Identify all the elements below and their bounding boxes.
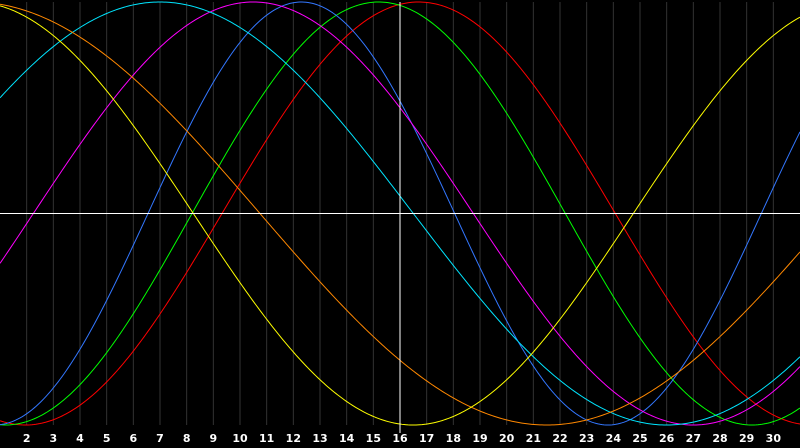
x-tick-label-3: 5 — [103, 432, 111, 445]
x-tick-label-9: 11 — [259, 432, 274, 445]
crosshair — [0, 2, 800, 433]
x-tick-label-20: 22 — [552, 432, 567, 445]
x-tick-label-11: 13 — [312, 432, 327, 445]
x-tick-label-8: 10 — [232, 432, 248, 445]
x-tick-label-25: 27 — [686, 432, 701, 445]
x-tick-label-18: 20 — [499, 432, 515, 445]
x-tick-label-17: 19 — [472, 432, 487, 445]
x-tick-label-2: 4 — [76, 432, 84, 445]
x-tick-label-28: 30 — [766, 432, 782, 445]
x-tick-label-6: 8 — [183, 432, 191, 445]
x-tick-label-16: 18 — [446, 432, 461, 445]
x-tick-label-24: 26 — [659, 432, 675, 445]
x-tick-label-21: 23 — [579, 432, 594, 445]
x-tick-label-4: 6 — [130, 432, 138, 445]
x-tick-label-15: 17 — [419, 432, 434, 445]
x-tick-label-26: 28 — [712, 432, 727, 445]
x-tick-label-5: 7 — [156, 432, 164, 445]
x-tick-label-22: 24 — [606, 432, 622, 445]
x-tick-label-27: 29 — [739, 432, 754, 445]
x-tick-label-12: 14 — [339, 432, 355, 445]
x-tick-label-14: 16 — [392, 432, 408, 445]
x-tick-label-13: 15 — [366, 432, 381, 445]
x-tick-label-7: 9 — [210, 432, 218, 445]
x-tick-label-1: 3 — [50, 432, 58, 445]
x-tick-label-10: 12 — [286, 432, 301, 445]
x-axis-tick-labels: 2 3 4 5 6 7 8 9 10 11 12 13 14 15 16 17 18 19 20 21 22 23 24 25… — [23, 432, 781, 445]
x-tick-label-0: 2 — [23, 432, 31, 445]
x-tick-label-19: 21 — [526, 432, 541, 445]
x-tick-label-23: 25 — [632, 432, 647, 445]
